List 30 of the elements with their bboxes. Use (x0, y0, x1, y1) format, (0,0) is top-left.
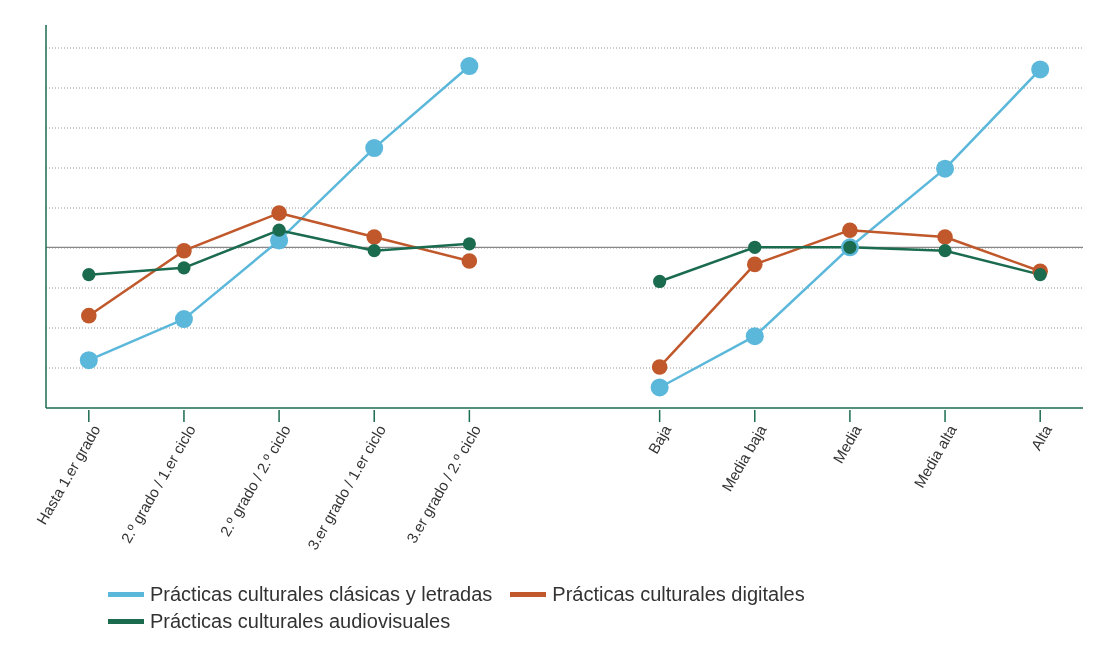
point (937, 229, 953, 245)
legend-label: Prácticas culturales digitales (551, 583, 805, 606)
point (271, 205, 287, 221)
point (938, 244, 952, 258)
point (177, 261, 191, 275)
point (367, 244, 381, 258)
point (174, 310, 193, 329)
point (82, 268, 96, 282)
point (653, 274, 667, 289)
point (651, 359, 668, 375)
legend-label: Prácticas culturales audiovisuales (149, 610, 451, 633)
point (176, 242, 192, 259)
point (746, 256, 763, 273)
legend-label: Prácticas culturales clásicas y letradas (149, 583, 493, 606)
point (79, 351, 98, 370)
point (1033, 268, 1047, 282)
point (365, 139, 384, 158)
point (748, 240, 762, 254)
point (745, 327, 764, 346)
point (366, 229, 383, 245)
point (461, 253, 478, 269)
point (460, 57, 479, 76)
point (842, 222, 858, 238)
x-tick-label: Alta (1027, 421, 1056, 453)
point (272, 223, 286, 237)
point (936, 159, 955, 178)
point (1031, 60, 1050, 79)
point (462, 237, 476, 251)
point (81, 307, 97, 324)
point (650, 378, 669, 397)
